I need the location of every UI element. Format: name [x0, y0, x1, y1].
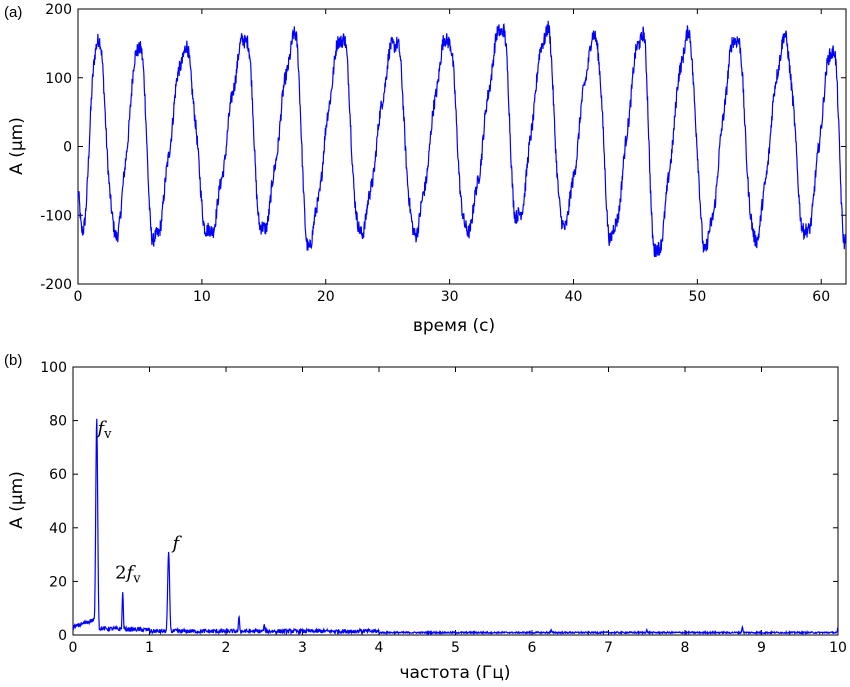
- panel-a-x-axis-title: время (c): [413, 316, 495, 336]
- panel-a-y-axis-title: A (μm): [7, 117, 27, 175]
- panel-b-label: (b): [4, 352, 22, 369]
- panel-a-label: (a): [4, 4, 22, 21]
- panel-b-y-tick-label: 20: [49, 574, 67, 590]
- panel-b-x-tick-label: 9: [757, 640, 766, 656]
- panel-b-series-line: [72, 418, 839, 636]
- panel-a-x-tick-label: 0: [74, 289, 83, 305]
- panel-b-y-tick-label: 60: [49, 467, 67, 483]
- panel-a-plot-area: [77, 8, 847, 285]
- panel-b-x-tick-label: 1: [145, 640, 154, 656]
- panel-a-series-line: [77, 20, 846, 258]
- panel-a-x-tick-label: 10: [193, 289, 211, 305]
- panel-a-y-tick-label: -200: [40, 277, 72, 293]
- panel-a-y-tick-label: 100: [45, 71, 72, 87]
- panel-a-y-tick-label: -100: [40, 208, 72, 224]
- panel-b-ticks: [72, 366, 839, 636]
- panel-a-x-tick-label: 40: [565, 289, 583, 305]
- annotation-subscript: v: [132, 572, 141, 587]
- panel-b-x-tick-label: 8: [681, 640, 690, 656]
- panel-a-time-series: (a) 0 10 20 30 40 50 60 -200 -100 0 100 200 время (…: [4, 2, 847, 336]
- panel-a-x-tick-label: 60: [812, 289, 830, 305]
- annotation-subscript: v: [103, 427, 112, 442]
- panel-b-x-tick-label: 4: [375, 640, 384, 656]
- panel-a-x-tick-label: 30: [441, 289, 459, 305]
- panel-b-x-tick-label: 2: [222, 640, 231, 656]
- panel-b-plot-area: [72, 366, 839, 636]
- panel-b-x-tick-label: 6: [528, 640, 537, 656]
- panel-b-x-tick-label: 7: [604, 640, 613, 656]
- panel-a-tick-labels: 0 10 20 30 40 50 60 -200 -100 0 100 200: [40, 2, 830, 305]
- panel-b-x-tick-label: 3: [298, 640, 307, 656]
- panel-a-ticks: [77, 8, 846, 285]
- panel-b-x-tick-label: 5: [451, 640, 460, 656]
- panel-b-y-tick-label: 100: [40, 360, 67, 376]
- panel-b-y-tick-label: 0: [58, 628, 67, 644]
- panel-b-x-axis-title: частота (Гц): [399, 663, 510, 683]
- annotation-coefficient: 2: [115, 563, 126, 584]
- panel-a-x-tick-label: 50: [688, 289, 706, 305]
- panel-b-y-axis-title: A (μm): [7, 471, 27, 529]
- panel-b-x-tick-label: 10: [829, 640, 847, 656]
- panel-b-y-tick-label: 40: [49, 521, 67, 537]
- panel-b-x-tick-label: 0: [69, 640, 78, 656]
- panel-a-x-tick-label: 20: [317, 289, 335, 305]
- panel-a-y-tick-label: 200: [45, 2, 72, 18]
- panel-b-y-tick-label: 80: [49, 414, 67, 430]
- panel-a-y-tick-label: 0: [63, 140, 72, 156]
